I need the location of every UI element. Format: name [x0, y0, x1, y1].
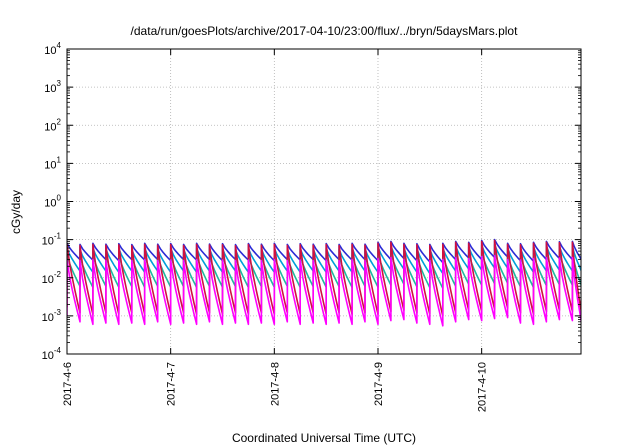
- y-tick-base: 10: [42, 236, 54, 248]
- y-tick-exponent: -3: [54, 308, 62, 317]
- y-tick-base: 10: [44, 83, 56, 95]
- y-tick-exponent: 0: [57, 194, 62, 203]
- x-tick-label: 2017-4-8: [269, 362, 281, 406]
- y-tick-label: 10-3: [42, 308, 62, 324]
- y-tick-label: 100: [44, 194, 61, 210]
- y-tick-label: 103: [44, 79, 61, 95]
- y-tick-label: 101: [44, 155, 61, 171]
- y-tick-exponent: -1: [54, 232, 62, 241]
- x-tick-labels: 2017-4-6 2017-4-7 2017-4-8 2017-4-9 2017-4-1…: [62, 362, 489, 412]
- y-tick-exponent: -2: [54, 270, 62, 279]
- tick-layer: [66, 48, 581, 355]
- y-tick-base: 10: [44, 45, 56, 57]
- y-tick-base: 10: [44, 121, 56, 133]
- y-tick-exponent: 3: [57, 79, 62, 88]
- y-tick-label: 10-1: [42, 232, 62, 248]
- y-tick-base: 10: [44, 159, 56, 171]
- y-tick-label: 10-2: [42, 270, 62, 286]
- y-tick-label: 10-4: [42, 346, 62, 362]
- y-tick-base: 10: [44, 198, 56, 210]
- x-tick-label: 2017-4-6: [62, 362, 74, 406]
- y-tick-exponent: 2: [57, 117, 62, 126]
- y-tick-label: 104: [44, 41, 61, 57]
- y-tick-exponent: 4: [57, 41, 62, 50]
- x-tick-label: 2017-4-10: [477, 362, 489, 412]
- y-tick-base: 10: [42, 350, 54, 362]
- y-tick-base: 10: [42, 312, 54, 324]
- y-tick-exponent: -4: [54, 346, 62, 355]
- data-series-line: [67, 239, 581, 317]
- x-tick-label: 2017-4-9: [373, 362, 385, 406]
- y-tick-label: 102: [44, 117, 61, 133]
- data-series-line: [67, 254, 581, 327]
- x-axis-label: Coordinated Universal Time (UTC): [232, 431, 416, 445]
- x-tick-label: 2017-4-7: [166, 362, 178, 406]
- y-tick-exponent: 1: [57, 155, 62, 164]
- data-series-line: [67, 238, 581, 264]
- y-axis-label: cGy/day: [9, 190, 23, 234]
- chart-title: /data/run/goesPlots/archive/2017-04-10/2…: [131, 24, 519, 38]
- y-tick-base: 10: [42, 274, 54, 286]
- series-layer: [67, 238, 581, 327]
